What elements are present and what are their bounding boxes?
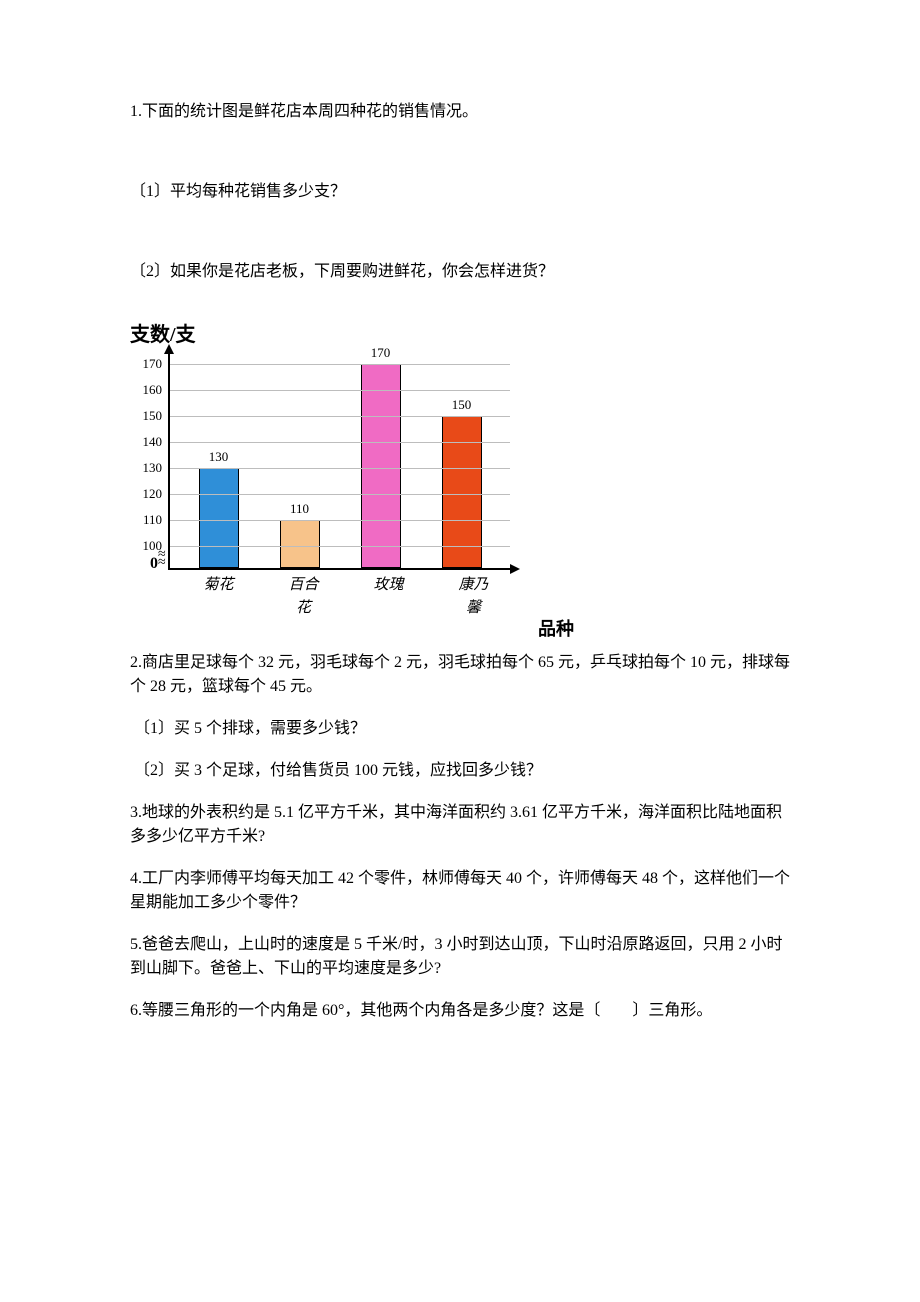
grid-line	[170, 390, 510, 391]
question-1-sub1: 〔1〕平均每种花销售多少支？	[130, 180, 795, 204]
bar-rect	[199, 468, 239, 568]
bar-column: 110	[280, 499, 320, 569]
grid-line	[170, 468, 510, 469]
chart-y-axis: 170160150140130120110100	[130, 354, 168, 568]
chart-x-title: 品种	[538, 616, 574, 643]
worksheet-page: 1.下面的统计图是鲜花店本周四种花的销售情况。 〔1〕平均每种花销售多少支？ 〔…	[0, 0, 920, 1302]
question-2-intro: 2.商店里足球每个 32 元，羽毛球每个 2 元，羽毛球拍每个 65 元，乒乓球…	[130, 651, 795, 699]
bar-column: 150	[442, 395, 482, 569]
bar-value-label: 130	[209, 447, 229, 467]
bar-column: 170	[361, 343, 401, 569]
y-axis-arrow-icon	[164, 344, 174, 354]
chart-plot-area: 0 130110170150 ≈≈	[168, 354, 510, 570]
grid-line	[170, 364, 510, 365]
bar-value-label: 110	[290, 499, 309, 519]
x-category-label: 玫瑰	[369, 574, 409, 619]
bar-value-label: 170	[371, 343, 391, 363]
y-tick-label: 120	[143, 487, 163, 500]
question-4: 4.工厂内李师傅平均每天加工 42 个零件，林师傅每天 40 个，许师傅每天 4…	[130, 867, 795, 915]
question-1-intro: 1.下面的统计图是鲜花店本周四种花的销售情况。	[130, 100, 795, 124]
y-tick-label: 130	[143, 461, 163, 474]
flower-sales-chart: 支数/支 170160150140130120110100 0 13011017…	[130, 320, 795, 619]
question-1-sub2: 〔2〕如果你是花店老板，下周要购进鲜花，你会怎样进货？	[130, 260, 795, 284]
y-tick-label: 110	[143, 513, 162, 526]
grid-line	[170, 520, 510, 521]
axis-break-icon: ≈	[158, 556, 166, 570]
question-6: 6.等腰三角形的一个内角是 60°，其他两个内角各是多少度？这是〔 〕三角形。	[130, 999, 795, 1023]
y-tick-label: 150	[143, 409, 163, 422]
question-3: 3.地球的外表积约是 5.1 亿平方千米，其中海洋面积约 3.61 亿平方千米，…	[130, 801, 795, 849]
x-category-label: 康乃馨	[454, 574, 494, 619]
bar-column: 130	[199, 447, 239, 569]
y-tick-label: 170	[143, 357, 163, 370]
bar-rect	[361, 364, 401, 568]
bar-rect	[280, 520, 320, 568]
grid-line	[170, 416, 510, 417]
x-axis-arrow-icon	[510, 564, 520, 574]
chart-y-title: 支数/支	[130, 320, 795, 350]
grid-line	[170, 494, 510, 495]
y-tick-label: 160	[143, 383, 163, 396]
chart-zero-label: 0	[150, 552, 158, 576]
question-2-sub1: 〔1〕买 5 个排球，需要多少钱？	[130, 717, 795, 741]
bar-value-label: 150	[452, 395, 472, 415]
question-5: 5.爸爸去爬山，上山时的速度是 5 千米/时，3 小时到达山顶，下山时沿原路返回…	[130, 933, 795, 981]
question-2-sub2: 〔2〕买 3 个足球，付给售货员 100 元钱，应找回多少钱？	[130, 759, 795, 783]
grid-line	[170, 442, 510, 443]
chart-x-labels: 菊花 百合花 玫瑰 康乃馨	[168, 570, 524, 619]
grid-line	[170, 546, 510, 547]
x-category-label: 百合花	[284, 574, 324, 619]
chart-bars: 130110170150	[170, 354, 510, 568]
x-category-label: 菊花	[199, 574, 239, 619]
y-tick-label: 140	[143, 435, 163, 448]
